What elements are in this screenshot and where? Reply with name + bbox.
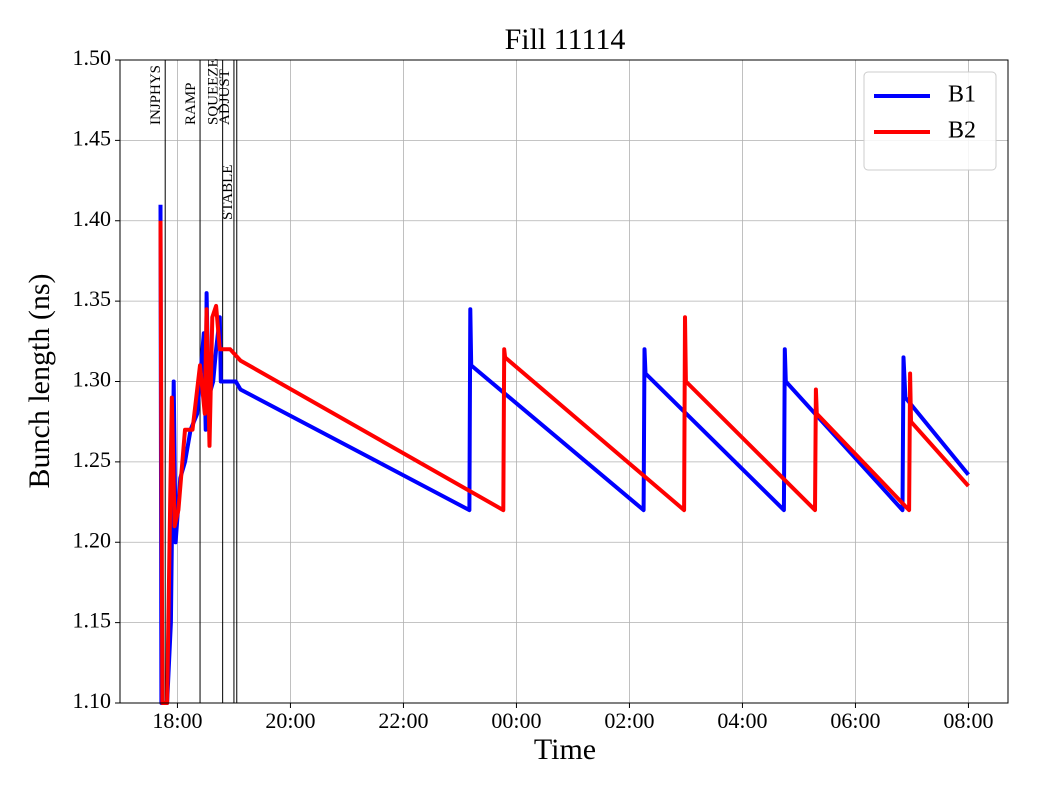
y-tick-label: 1.45 — [73, 125, 112, 150]
x-tick-label: 20:00 — [265, 708, 315, 733]
plot-frame — [119, 59, 1009, 704]
y-tick-label: 1.25 — [73, 447, 112, 472]
phase-label: STABLE — [220, 165, 236, 220]
x-tick-label: 08:00 — [943, 708, 993, 733]
x-tick-label: 04:00 — [717, 708, 767, 733]
legend-box — [863, 71, 997, 171]
y-tick-label: 1.20 — [73, 527, 112, 552]
x-axis-label: Time — [534, 733, 596, 766]
y-axis-label: Bunch length (ns) — [23, 274, 56, 489]
y-tick-label: 1.15 — [73, 608, 112, 633]
series-line — [158, 220, 970, 705]
x-tick-label: 06:00 — [830, 708, 880, 733]
x-tick-label: 00:00 — [491, 708, 541, 733]
phase-label: RAMP — [183, 82, 199, 125]
x-tick-label: 02:00 — [604, 708, 654, 733]
phase-label: SQUEEZE — [206, 58, 222, 125]
legend-label: B1 — [948, 82, 976, 108]
phase-label: ADJUST — [217, 69, 233, 125]
legend-label: B2 — [948, 118, 976, 144]
x-tick-label: 18:00 — [152, 708, 202, 733]
x-tick-label: 22:00 — [378, 708, 428, 733]
y-tick-label: 1.50 — [73, 45, 112, 70]
series-line — [158, 204, 970, 705]
y-tick-label: 1.30 — [73, 367, 112, 392]
y-tick-label: 1.40 — [73, 206, 112, 231]
y-tick-label: 1.35 — [73, 286, 112, 311]
chart-title: Fill 11114 — [505, 23, 626, 56]
y-tick-label: 1.10 — [73, 688, 112, 713]
plot-area — [158, 204, 970, 705]
phase-label: INJPHYS — [148, 65, 164, 125]
